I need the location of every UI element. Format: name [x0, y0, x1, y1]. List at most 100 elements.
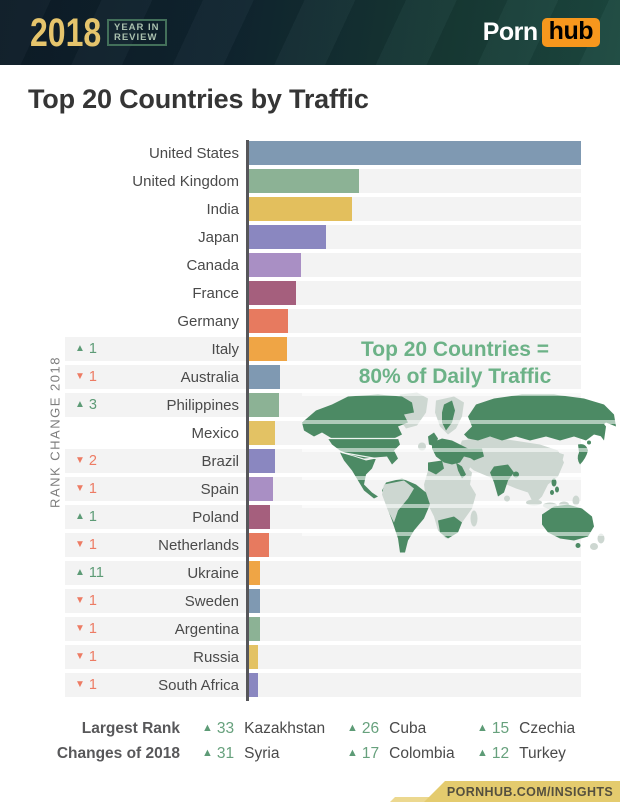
legend-change-value: 31 — [216, 745, 235, 762]
rank-change-indicator: ▲ 1 — [65, 509, 100, 525]
rank-up-icon: ▲ — [75, 567, 85, 578]
footer-banner: PORNHUB.COM/INSIGHTS — [424, 781, 620, 802]
rank-down-icon: ▼ — [75, 679, 85, 690]
country-label: Ukraine — [187, 564, 239, 582]
country-label: Philippines — [166, 396, 239, 414]
map-caption-line1: Top 20 Countries = — [360, 338, 550, 361]
rank-change-indicator: ▼ 1 — [65, 481, 100, 497]
legend-country: Syria — [244, 745, 280, 762]
page-title: Top 20 Countries by Traffic — [28, 84, 369, 114]
chart-row: Canada — [65, 253, 581, 277]
country-label: Sweden — [184, 592, 239, 610]
largest-rank-changes: Largest Rank ▲ 33 Kazakhstan ▲ 26 Cuba ▲ 15 Czech… — [0, 716, 620, 766]
country-label: Argentina — [174, 620, 239, 638]
rank-up-icon: ▲ — [347, 722, 358, 734]
rank-change-value: 3 — [88, 397, 97, 413]
legend-entry: ▲ 26 Cuba — [347, 716, 426, 741]
rank-up-icon: ▲ — [477, 722, 488, 734]
legend-change-value: 26 — [361, 720, 380, 737]
chart-row: ▲ 1 Italy — [65, 337, 581, 361]
bar — [248, 561, 261, 585]
chart-row: ▼ 1 Sweden — [65, 589, 581, 613]
rank-up-icon: ▲ — [477, 747, 488, 759]
bar-track — [248, 365, 581, 389]
rank-change-indicator: ▼ 1 — [65, 621, 100, 637]
rank-change-indicator: ▼ 1 — [65, 369, 100, 385]
bar-track — [248, 561, 581, 585]
legend-entry: ▲ 15 Czechia — [477, 716, 575, 741]
year-in-review-lockup: 2018 YEAR IN REVIEW — [30, 13, 167, 53]
world-map-svg — [302, 392, 616, 553]
pornhub-logo: Porn hub — [483, 18, 600, 47]
chart-row: ▼ 1 South Africa — [65, 673, 581, 697]
rank-change-indicator: ▼ 1 — [65, 677, 100, 693]
bar-track — [248, 589, 581, 613]
chart-row: ▼ 1 Australia — [65, 365, 581, 389]
bar — [248, 533, 270, 557]
bar — [248, 141, 581, 165]
rank-up-icon: ▲ — [75, 399, 85, 410]
rank-change-value: 1 — [88, 341, 97, 357]
rank-down-icon: ▼ — [75, 651, 85, 662]
bar — [248, 421, 276, 445]
country-label: South Africa — [158, 676, 239, 694]
logo-hub-badge: hub — [541, 18, 600, 47]
rank-change-indicator: ▲ 11 — [65, 565, 104, 581]
bar-track — [248, 673, 581, 697]
country-label: United States — [148, 144, 239, 162]
country-label: Canada — [186, 256, 239, 274]
rank-change-indicator: ▼ 1 — [65, 649, 100, 665]
country-label: Netherlands — [158, 536, 239, 554]
rank-down-icon: ▼ — [75, 623, 85, 634]
bar — [248, 337, 287, 361]
rank-change-value: 1 — [88, 621, 97, 637]
chart-row: United Kingdom — [65, 169, 581, 193]
country-label: Poland — [192, 508, 239, 526]
year-in-review-line1: YEAR IN — [113, 21, 160, 33]
legend-entry: ▲ 31 Syria — [202, 741, 279, 766]
legend-line: Changes of 2018 ▲ 31 Syria ▲ 17 Colombia ▲ 12 Tur… — [0, 741, 620, 766]
year-text: 2018 — [30, 10, 102, 55]
rank-change-indicator: ▼ 2 — [65, 453, 100, 469]
rank-change-value: 1 — [88, 509, 97, 525]
rank-up-icon: ▲ — [202, 722, 213, 734]
rank-change-indicator: ▲ 1 — [65, 341, 100, 357]
year-in-review-line2: REVIEW — [113, 31, 158, 43]
bar — [248, 617, 260, 641]
rank-up-icon: ▲ — [347, 747, 358, 759]
bar — [248, 281, 296, 305]
bar-track — [248, 309, 581, 333]
country-label: Italy — [211, 340, 239, 358]
bar — [248, 505, 270, 529]
chart-row: ▲ 11 Ukraine — [65, 561, 581, 585]
bar-track — [248, 645, 581, 669]
bar-track — [248, 253, 581, 277]
rank-change-value: 1 — [88, 649, 97, 665]
rank-change-value: 11 — [88, 565, 104, 581]
rank-down-icon: ▼ — [75, 455, 85, 466]
rank-change-value: 1 — [88, 677, 97, 693]
bar-track — [248, 197, 581, 221]
rank-down-icon: ▼ — [75, 595, 85, 606]
country-label: Mexico — [191, 424, 239, 442]
world-map — [302, 392, 616, 553]
legend-change-value: 33 — [216, 720, 235, 737]
country-label: United Kingdom — [132, 172, 239, 190]
rank-change-value: 1 — [88, 369, 97, 385]
footer-accent-strip — [390, 797, 436, 802]
legend-country: Turkey — [519, 745, 566, 762]
bar — [248, 225, 326, 249]
bar — [248, 393, 280, 417]
legend-line: Largest Rank ▲ 33 Kazakhstan ▲ 26 Cuba ▲ 15 Czech… — [0, 716, 620, 741]
legend-country: Czechia — [519, 720, 576, 737]
legend-entry: ▲ 33 Kazakhstan — [202, 716, 325, 741]
bar — [248, 449, 275, 473]
bar-track — [248, 617, 581, 641]
bar — [248, 477, 273, 501]
legend-change-value: 15 — [491, 720, 510, 737]
country-label: Germany — [177, 312, 239, 330]
year-in-review-box: YEAR IN REVIEW — [106, 18, 167, 47]
country-label: Australia — [180, 368, 239, 386]
map-caption: Top 20 Countries = 80% of Daily Traffic — [330, 336, 580, 390]
bar-track — [248, 141, 581, 165]
